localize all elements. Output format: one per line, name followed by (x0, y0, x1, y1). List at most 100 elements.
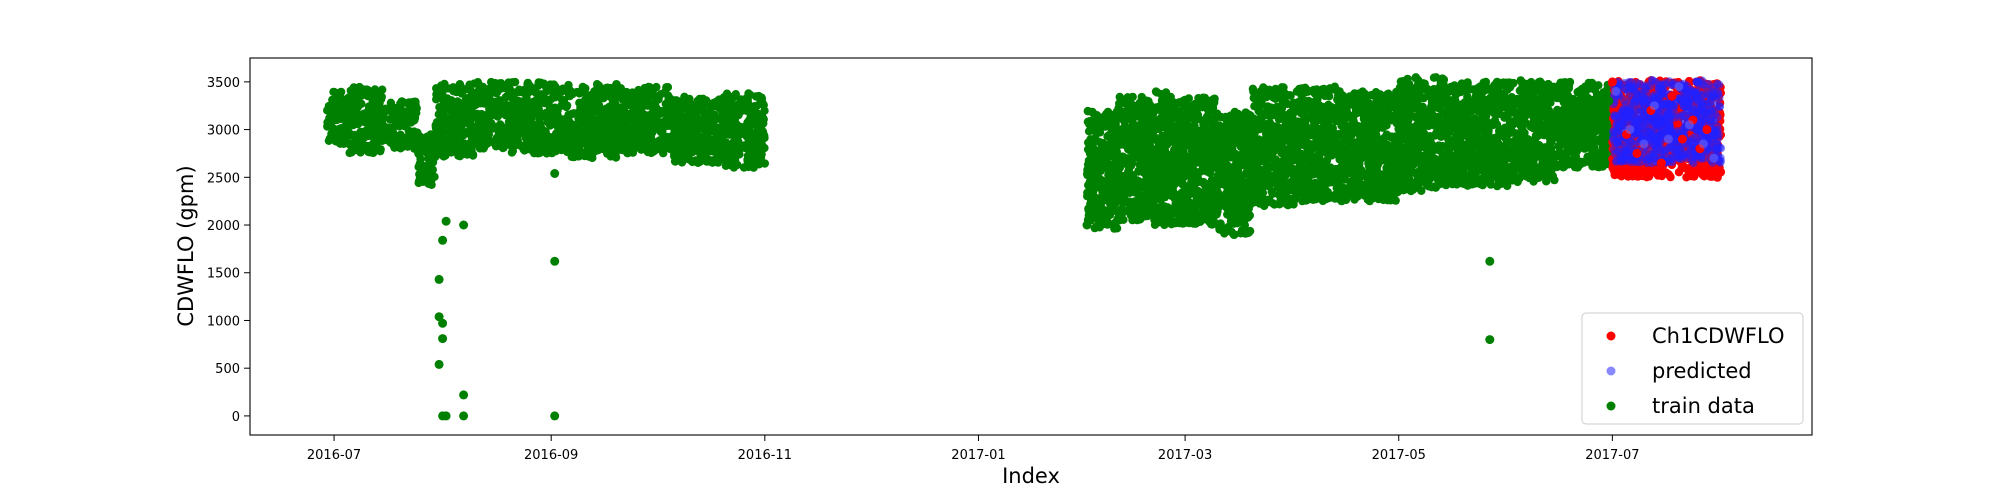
band-point (677, 147, 686, 157)
band-point (645, 83, 654, 92)
band-point (586, 118, 595, 127)
band-point (1319, 143, 1328, 153)
band-point (1261, 197, 1271, 206)
band-point (1191, 154, 1200, 163)
band-point (364, 102, 374, 111)
band-point (1304, 185, 1313, 194)
band-point (369, 90, 379, 100)
band-point (1340, 187, 1349, 197)
band-point (710, 155, 719, 165)
band-point (1217, 129, 1226, 138)
band-point (683, 118, 692, 128)
band-point (1338, 91, 1348, 100)
band-point (1251, 193, 1260, 202)
band-point (1311, 183, 1320, 192)
band-point (1135, 160, 1144, 169)
band-point (1294, 138, 1304, 147)
band-point (1205, 137, 1214, 146)
band-point (1232, 110, 1241, 119)
band-point (676, 97, 685, 106)
band-point (553, 122, 562, 131)
band-point (595, 109, 604, 118)
band-point (1289, 98, 1298, 108)
band-point (466, 121, 475, 130)
band-point (376, 95, 386, 104)
band-point (1351, 105, 1361, 115)
band-point (389, 111, 399, 121)
band-point (476, 125, 485, 135)
band-point (741, 106, 751, 115)
band-point (1267, 125, 1277, 134)
band-point (719, 107, 728, 117)
band-point (1222, 115, 1231, 124)
band-point (733, 160, 742, 170)
band-point (1365, 171, 1375, 180)
band-point (1125, 171, 1134, 181)
band-point (668, 100, 677, 109)
band-point (1086, 135, 1095, 144)
band-point (1089, 119, 1099, 128)
band-point (484, 130, 494, 139)
band-point (728, 100, 737, 110)
band-point (687, 105, 696, 115)
band-point (748, 155, 757, 165)
band-point (351, 111, 360, 120)
band-point (1204, 158, 1213, 167)
band-point (1155, 144, 1165, 153)
band-point (1196, 147, 1206, 156)
band-point (1132, 153, 1141, 162)
band-point (705, 127, 714, 137)
band-point (1348, 165, 1357, 175)
band-point (485, 136, 495, 146)
band-point (530, 146, 539, 155)
band-point (1115, 92, 1125, 102)
band-point (432, 118, 442, 127)
band-point (551, 90, 560, 100)
band-point (1104, 193, 1114, 203)
band-point (1122, 107, 1132, 117)
band-point (648, 128, 657, 137)
band-point (1173, 217, 1182, 226)
band-point (1137, 203, 1146, 212)
band-point (1170, 146, 1179, 155)
band-point (682, 139, 691, 148)
band-point (1284, 111, 1293, 120)
band-point (1324, 135, 1333, 144)
band-point (1341, 114, 1350, 124)
band-point (1376, 173, 1385, 183)
band-point (1143, 159, 1153, 168)
band-point (356, 146, 365, 156)
band-point (641, 132, 650, 141)
band-point (582, 126, 591, 135)
band-point (1215, 225, 1224, 234)
band-point (676, 106, 686, 115)
band-point (336, 87, 346, 97)
band-point (536, 78, 546, 88)
band-point (1386, 161, 1395, 171)
band-point (1221, 159, 1231, 168)
band-point (1084, 165, 1093, 174)
band-point (1226, 151, 1236, 160)
band-point (642, 95, 652, 105)
band-point (760, 159, 769, 168)
band-point (659, 149, 668, 158)
band-point (623, 147, 633, 156)
band-point (569, 138, 579, 147)
band-point (508, 146, 518, 156)
band-point (1356, 165, 1366, 175)
band-point (583, 151, 592, 160)
band-point (1216, 140, 1226, 149)
band-point (336, 124, 345, 133)
band-point (438, 82, 447, 92)
band-point (492, 111, 501, 120)
band-point (1111, 199, 1120, 208)
band-point (1090, 126, 1100, 136)
band-point (1229, 204, 1238, 213)
band-point (1157, 90, 1166, 99)
band-point (727, 156, 736, 165)
band-point (1094, 155, 1103, 164)
band-point (511, 140, 520, 149)
band-point (325, 117, 334, 126)
band-point (567, 144, 576, 154)
band-point (1305, 159, 1314, 168)
